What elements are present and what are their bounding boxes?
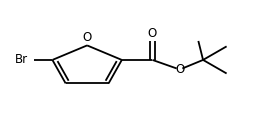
Text: O: O xyxy=(175,63,184,76)
Text: O: O xyxy=(83,31,92,44)
Text: O: O xyxy=(148,27,157,40)
Text: Br: Br xyxy=(15,53,28,66)
